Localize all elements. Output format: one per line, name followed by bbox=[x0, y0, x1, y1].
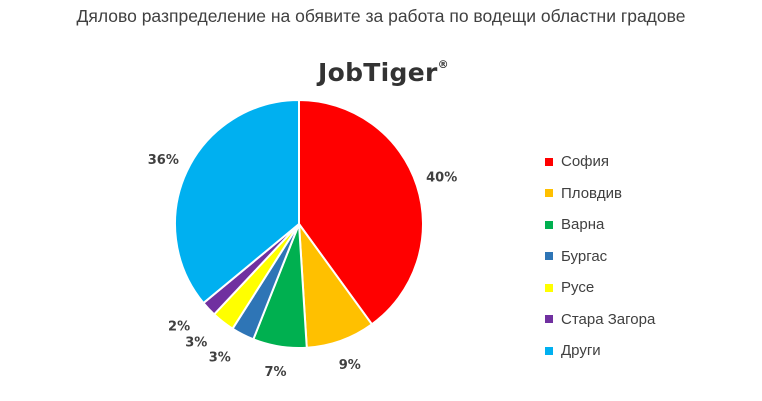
legend-label-6: Други bbox=[561, 342, 601, 360]
legend-item-3: Бургас bbox=[545, 241, 655, 273]
pie-data-labels: 40%9%7%3%3%2%36% bbox=[148, 153, 458, 380]
data-label-6: 36% bbox=[148, 153, 179, 168]
legend-item-0: София bbox=[545, 146, 655, 178]
jobtiger-logo: JobTiger® bbox=[318, 58, 449, 87]
legend-swatch-1 bbox=[545, 189, 553, 198]
pie-slices bbox=[174, 98, 424, 349]
data-label-3: 3% bbox=[209, 351, 231, 366]
legend-item-4: Русе bbox=[545, 272, 655, 304]
legend-item-1: Пловдив bbox=[545, 178, 655, 210]
legend-label-4: Русе bbox=[561, 279, 595, 297]
legend-item-5: Стара Загора bbox=[545, 304, 655, 336]
legend-swatch-4 bbox=[545, 283, 553, 292]
legend-label-0: София bbox=[561, 153, 610, 171]
data-label-2: 7% bbox=[264, 365, 286, 380]
pie-slice-0 bbox=[298, 98, 424, 326]
legend-swatch-5 bbox=[545, 315, 553, 324]
legend-swatch-6 bbox=[545, 346, 553, 355]
chart-legend: София Пловдив Варна Бургас Русе Стара Загора Д… bbox=[545, 146, 655, 367]
legend-label-2: Варна bbox=[561, 216, 605, 234]
legend-swatch-0 bbox=[545, 157, 553, 166]
legend-label-1: Пловдив bbox=[561, 184, 622, 202]
data-label-4: 3% bbox=[185, 336, 207, 351]
logo-text: JobTiger bbox=[318, 58, 438, 87]
logo-registered-mark: ® bbox=[437, 58, 449, 71]
data-label-0: 40% bbox=[426, 171, 457, 186]
legend-swatch-3 bbox=[545, 252, 553, 261]
legend-item-6: Други bbox=[545, 335, 655, 367]
legend-label-3: Бургас bbox=[561, 247, 608, 265]
pie-slice-6 bbox=[174, 98, 300, 305]
data-label-1: 9% bbox=[339, 358, 361, 373]
legend-label-5: Стара Загора bbox=[561, 310, 656, 328]
legend-swatch-2 bbox=[545, 220, 553, 229]
legend-item-2: Варна bbox=[545, 209, 655, 241]
data-label-5: 2% bbox=[168, 320, 190, 335]
chart-title: Дялово разпределение на обявите за работ… bbox=[76, 6, 686, 26]
